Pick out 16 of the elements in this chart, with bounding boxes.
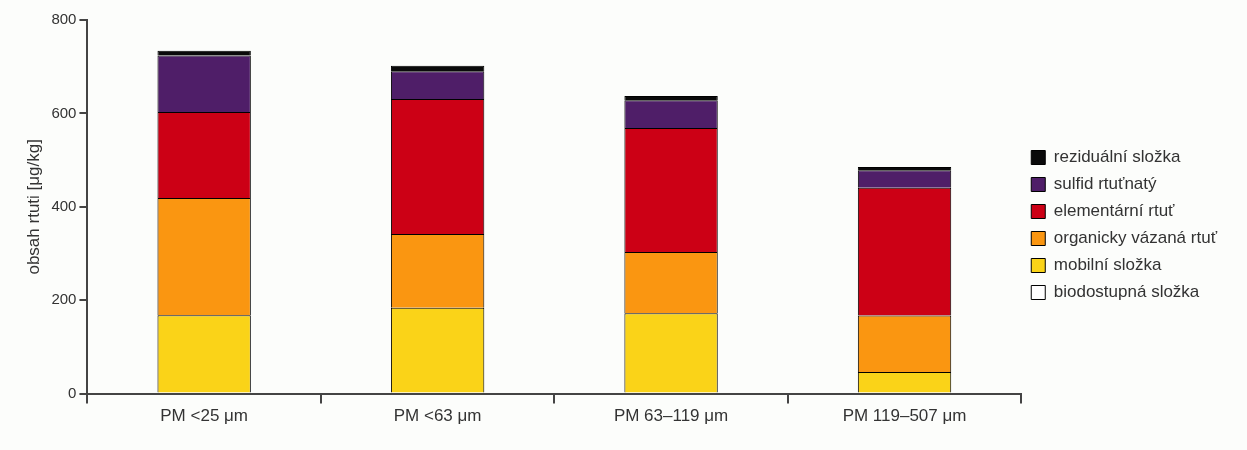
legend-label: sulfid rtuťnatý <box>1053 174 1158 194</box>
legend-label: reziduální složka <box>1053 147 1181 167</box>
x-tick-label: PM <25 μm <box>160 406 249 426</box>
y-tick-label: 200 <box>51 290 77 308</box>
x-tick-label: PM <63 μm <box>393 406 482 426</box>
y-tick-label: 800 <box>51 10 77 28</box>
x-tick-label: PM 119–507 μm <box>842 406 967 426</box>
x-tick-label: PM 63–119 μm <box>613 406 729 426</box>
y-axis-title: obsah rtuti [μg/kg] <box>23 139 43 275</box>
legend-label: organicky vázaná rtuť <box>1053 228 1218 248</box>
legend-label: biodostupná složka <box>1053 282 1200 302</box>
y-tick-label: 600 <box>51 103 77 121</box>
legend-label: elementární rtuť <box>1053 201 1176 221</box>
y-tick-label: 400 <box>51 196 77 214</box>
y-tick-label: 0 <box>68 383 77 401</box>
legend-label: mobilní složka <box>1053 255 1163 275</box>
